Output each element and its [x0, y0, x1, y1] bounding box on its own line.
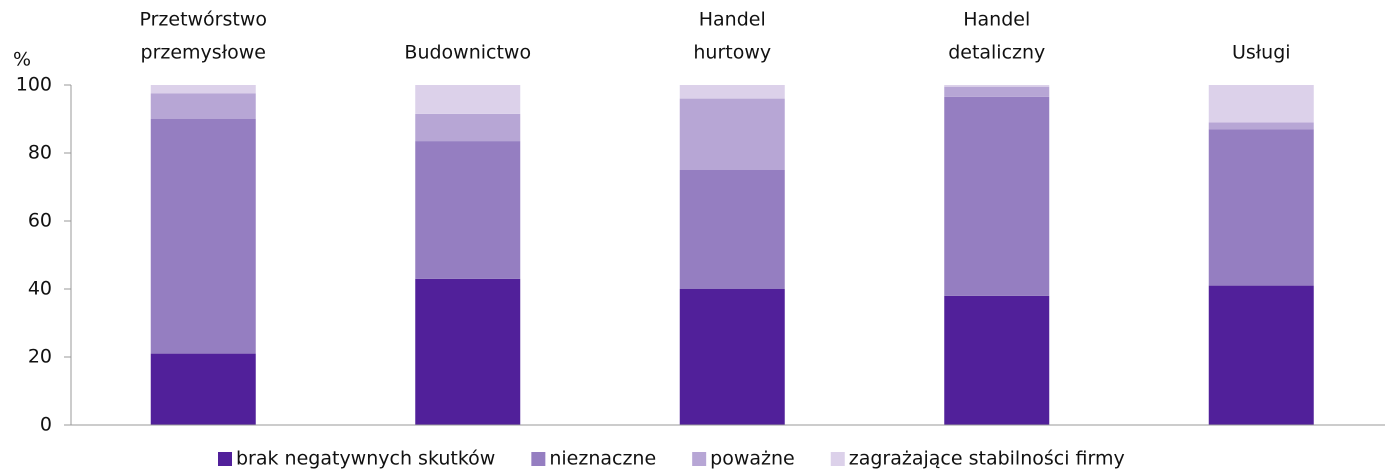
legend-label: poważne	[710, 448, 795, 469]
category-label: detaliczny	[948, 42, 1045, 64]
y-tick-label: 20	[28, 346, 52, 368]
bar-segment	[679, 289, 785, 425]
bar-segment	[1208, 122, 1314, 130]
bar-segment	[150, 119, 256, 354]
bar-segment	[944, 85, 1050, 87]
category-label: Przetwórstwo	[139, 9, 267, 31]
y-tick-label: 40	[28, 278, 52, 300]
category-label: przemysłowe	[141, 42, 266, 64]
legend-label: nieznaczne	[549, 448, 656, 469]
y-tick-label: 60	[28, 210, 52, 232]
bar-segment	[150, 85, 256, 94]
bar-segment	[415, 85, 521, 114]
bar-segment	[415, 113, 521, 142]
bar-segment	[679, 85, 785, 99]
y-tick-label: 100	[16, 74, 52, 96]
bar-segment	[415, 141, 521, 279]
legend-swatch	[830, 452, 845, 466]
bar-segment	[944, 96, 1050, 296]
bar-segment	[1208, 129, 1314, 286]
bar-segment	[415, 278, 521, 425]
legend-swatch	[218, 452, 232, 466]
legend-swatch	[692, 452, 707, 466]
bar-segment	[150, 93, 256, 119]
bar-segment	[944, 86, 1050, 97]
legend-swatch	[531, 452, 546, 466]
legend-label: zagrażające stabilności firmy	[849, 448, 1125, 469]
category-label: Handel	[963, 9, 1030, 31]
bar-segment	[1208, 285, 1314, 425]
bar-segment	[679, 98, 785, 170]
bar-segment	[1208, 85, 1314, 123]
y-axis-label: %	[13, 49, 31, 71]
category-label: Handel	[699, 9, 766, 31]
category-label: Usługi	[1232, 42, 1291, 64]
legend-label: brak negatywnych skutków	[236, 448, 495, 469]
bar-segment	[679, 170, 785, 289]
y-tick-label: 80	[28, 142, 52, 164]
category-label: Budownictwo	[404, 42, 531, 64]
bar-segment	[150, 353, 256, 425]
category-label: hurtowy	[693, 42, 771, 64]
bar-segment	[944, 295, 1050, 425]
y-tick-label: 0	[40, 414, 52, 436]
